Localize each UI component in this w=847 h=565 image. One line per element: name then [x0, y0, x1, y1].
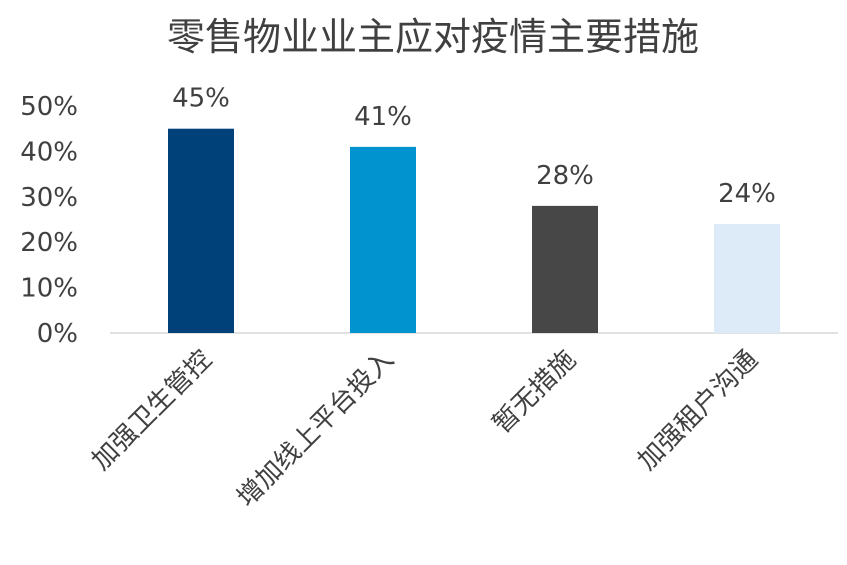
y-tick-label: 30%	[20, 183, 78, 213]
data-label: 24%	[718, 179, 776, 209]
bar	[714, 224, 780, 333]
category-label: 暂无措施	[487, 345, 582, 440]
category-labels: 加强卫生管控 增加线上平台投入 暂无措施 加强租户沟通	[86, 345, 764, 513]
y-tick-label: 10%	[20, 274, 78, 304]
bar	[168, 128, 234, 333]
category-label: 加强卫生管控	[86, 345, 218, 477]
chart-title: 零售物业业主应对疫情主要措施	[167, 15, 699, 59]
category-label: 增加线上平台投入	[232, 345, 400, 513]
bar	[532, 205, 598, 333]
data-label: 28%	[536, 161, 594, 191]
category-label: 加强租户沟通	[632, 345, 764, 477]
data-labels: 45% 41% 28% 24%	[172, 84, 776, 209]
data-label: 41%	[354, 102, 412, 132]
bars	[168, 128, 780, 333]
y-tick-label: 40%	[20, 137, 78, 167]
y-tick-label: 20%	[20, 228, 78, 258]
y-tick-label: 50%	[20, 92, 78, 122]
y-axis: 0% 10% 20% 30% 40% 50%	[20, 92, 78, 349]
bar	[350, 146, 416, 333]
y-tick-label: 0%	[37, 319, 78, 349]
data-label: 45%	[172, 84, 230, 114]
